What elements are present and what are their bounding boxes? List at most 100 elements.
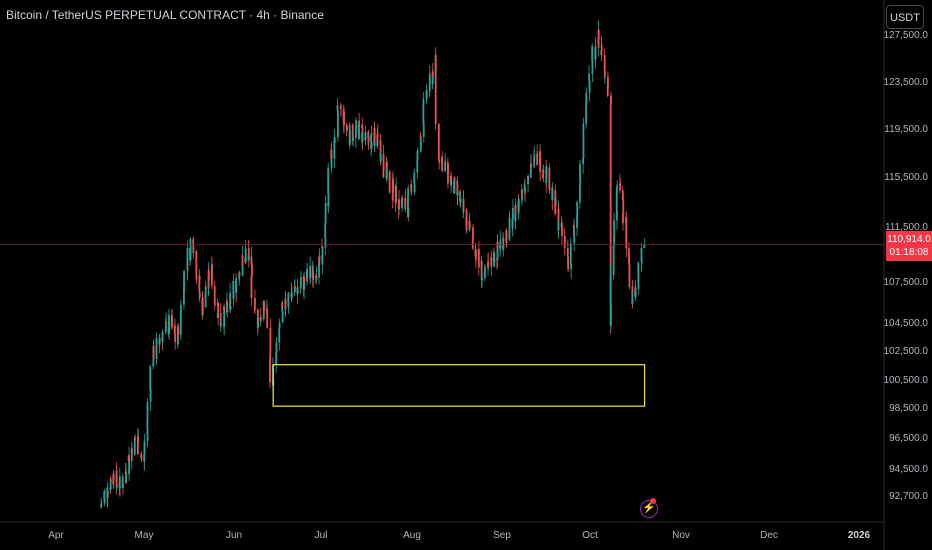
candle-body: [343, 111, 345, 126]
candle-body: [314, 277, 317, 278]
candle-body: [134, 438, 137, 440]
candle-body: [266, 320, 269, 328]
candle-body: [253, 305, 256, 307]
candle-body: [621, 190, 624, 200]
candle-body: [259, 317, 262, 320]
candle-body: [201, 297, 204, 308]
candle-body: [523, 184, 526, 191]
candle-body: [124, 471, 127, 474]
candle-body: [508, 222, 511, 240]
candle-body: [400, 199, 403, 204]
candle-body: [133, 437, 136, 455]
currency-button[interactable]: USDT: [886, 5, 924, 29]
candle-body: [269, 327, 272, 352]
candle-body: [379, 153, 382, 162]
candle-body: [459, 198, 462, 200]
candle-body: [437, 149, 440, 160]
candle-body: [628, 263, 631, 287]
candle-body: [407, 195, 409, 218]
candle-body: [603, 69, 606, 77]
candle-body: [312, 271, 315, 281]
candle-body: [566, 254, 569, 257]
candle-body: [597, 29, 600, 40]
candle-body: [238, 272, 241, 276]
candle-body: [520, 189, 523, 194]
candle-body: [216, 313, 219, 318]
candle-body: [290, 292, 293, 293]
candle-body: [318, 259, 320, 278]
candle-body: [229, 292, 231, 295]
price-label: 115,500.0: [884, 172, 928, 183]
candle-body: [321, 246, 324, 255]
time-label: Jul: [314, 530, 328, 541]
candle-body: [588, 80, 591, 88]
time-label: Dec: [760, 530, 778, 541]
candle-body: [106, 487, 109, 497]
candle-body: [496, 241, 499, 249]
candle-body: [180, 304, 182, 310]
candle-body: [437, 124, 440, 150]
candle-body: [444, 162, 447, 165]
candle-body: [610, 304, 612, 326]
candle-body: [275, 342, 278, 354]
candle-body: [370, 133, 373, 135]
candle-body: [358, 120, 361, 125]
candle-body: [459, 199, 462, 203]
candle-body: [247, 248, 250, 261]
candle-body: [109, 479, 112, 481]
candle-body: [333, 137, 336, 144]
lightning-alert-icon[interactable]: ⚡: [640, 500, 658, 518]
candle-body: [572, 225, 575, 229]
bar-countdown: 01:18:08: [889, 247, 929, 258]
candle-body: [585, 116, 587, 124]
candle-body: [296, 287, 299, 289]
candle-body: [413, 183, 416, 193]
candle-body: [100, 505, 103, 508]
candle-body: [281, 309, 284, 323]
candle-body: [367, 136, 370, 143]
candle-body: [241, 255, 244, 258]
candle-body: [330, 149, 333, 159]
candle-body: [130, 448, 133, 455]
candle-body: [511, 207, 514, 220]
candle-body: [391, 178, 394, 201]
price-label: 100,500.0: [883, 375, 929, 386]
candle-body: [303, 276, 306, 290]
candle-body: [413, 172, 416, 176]
candle-body: [542, 172, 544, 179]
candle-body: [256, 317, 259, 328]
candle-body: [416, 151, 419, 152]
time-label: 2026: [847, 530, 871, 541]
support-zone-rectangle: [272, 364, 646, 407]
candle-body: [361, 124, 364, 129]
candle-body: [585, 92, 588, 104]
candle-body: [346, 126, 348, 130]
candle-body: [278, 329, 281, 343]
candle-body: [468, 224, 471, 228]
candle-body: [487, 261, 490, 265]
time-label: Nov: [672, 530, 690, 541]
candle-body: [158, 339, 161, 345]
candle-body: [576, 205, 579, 215]
candle-body: [505, 230, 508, 240]
candle-body: [404, 198, 407, 209]
candle-body: [140, 456, 143, 460]
candle-body: [254, 298, 256, 306]
candle-body: [640, 248, 643, 255]
candle-body: [155, 337, 158, 342]
candle-body: [609, 104, 612, 326]
candle-body: [597, 39, 600, 46]
candle-body: [324, 223, 327, 238]
candle-body: [551, 190, 554, 201]
candle-body: [493, 251, 495, 263]
candle-body: [217, 302, 220, 318]
candle-body: [434, 55, 437, 90]
candle-body: [563, 242, 566, 248]
candle-body: [373, 127, 376, 134]
candle-body: [281, 302, 284, 305]
price-label: 111,500.0: [884, 222, 928, 233]
last-price-value: 110,914.0: [887, 234, 931, 245]
candle-body: [324, 202, 327, 224]
